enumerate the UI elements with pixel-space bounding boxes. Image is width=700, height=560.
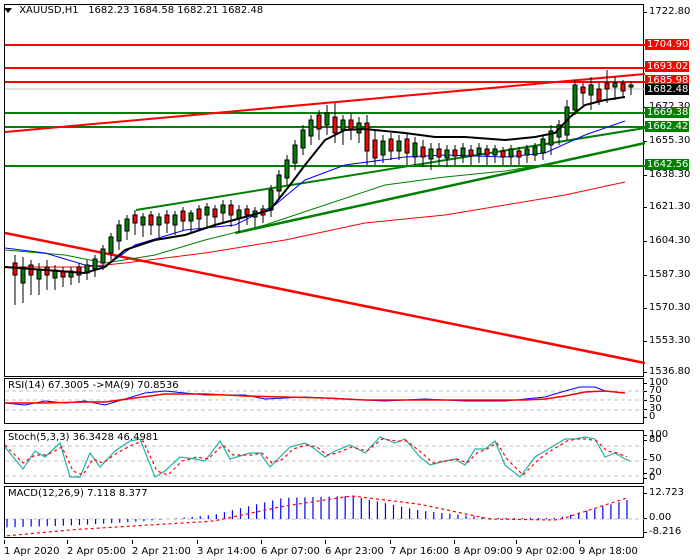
symbol-header: XAUUSD,H1 1682.23 1684.58 1682.21 1682.4… [4,5,263,16]
time-tick: 2 Apr 05:00 [67,540,126,557]
time-tick: 6 Apr 07:00 [261,540,320,557]
stochastic-pane[interactable]: Stoch(5,3,3) 36.3428 46.4981 [4,430,645,484]
time-tick: 6 Apr 23:00 [325,540,384,557]
dropdown-triangle-icon[interactable] [4,7,12,13]
macd-tick: 12.723 [644,487,684,498]
rsi-tick: 50 [644,394,662,405]
price-tick: 1655.30 [643,135,691,146]
ohlc-values: 1682.23 1684.58 1682.21 1682.48 [88,5,264,16]
support-label: 1642.56 [645,159,689,170]
rsi-axis: 100 70 50 30 0 [643,377,700,424]
macd-label: MACD(12,26,9) 7.118 8.377 [8,488,148,499]
resistance-label: 1685.98 [645,75,689,86]
macd-pane[interactable]: MACD(12,26,9) 7.118 8.377 [4,486,645,538]
resistance-label: 1693.02 [645,61,689,72]
macd-tick: 0.00 [643,512,672,523]
macd-axis: 12.723 0.00 -8.216 [643,486,700,538]
rsi-tick: 0 [643,411,656,422]
price-tick: 1638.30 [643,169,691,180]
time-tick: 7 Apr 16:00 [390,540,449,557]
price-tick: 1536.80 [643,366,691,377]
last-price-label: 1682.48 [645,84,689,95]
stoch-label: Stoch(5,3,3) 36.3428 46.4981 [8,432,159,443]
price-chart-pane[interactable] [4,4,645,377]
price-tick: 1621.30 [643,201,691,212]
time-tick: 3 Apr 14:00 [197,540,256,557]
time-tick: 9 Apr 02:00 [516,540,575,557]
resistance-label: 1704.90 [645,39,689,50]
rsi-tick: 70 [644,385,662,396]
price-axis: 1722.80 1672.30 1655.30 1638.30 1621.30 … [643,4,700,377]
stoch-tick: 20 [644,467,662,478]
stoch-tick: 80 [644,434,662,445]
rsi-pane[interactable]: RSI(14) 67.3005 ->MA(9) 70.8536 [4,378,645,424]
price-tick: 1587.30 [643,269,691,280]
rsi-plot [5,386,645,411]
price-chart-plot [5,44,645,365]
time-tick: 1 Apr 2020 [4,540,60,557]
price-tick: 1722.80 [643,6,691,17]
stoch-axis: 100 80 50 20 0 [643,429,700,484]
stoch-plot [5,436,645,478]
support-label: 1669.38 [645,107,689,118]
rsi-tick: 30 [644,403,662,414]
time-tick: 8 Apr 09:00 [454,540,513,557]
price-tick: 1570.30 [643,302,691,313]
stoch-tick: 50 [644,453,662,464]
rsi-label: RSI(14) 67.3005 ->MA(9) 70.8536 [8,380,179,391]
price-tick: 1553.30 [643,335,691,346]
time-axis: 1 Apr 2020 2 Apr 05:00 2 Apr 21:00 3 Apr… [4,540,644,560]
candles [12,70,634,305]
stoch-tick: 0 [643,472,656,483]
price-tick: 1604.30 [643,235,691,246]
stoch-tick: 100 [643,429,669,440]
support-label: 1662.42 [645,121,689,132]
macd-tick: -8.216 [643,526,682,537]
symbol-name: XAUUSD,H1 [19,5,79,16]
rsi-tick: 100 [643,377,669,388]
time-tick: 2 Apr 21:00 [132,540,191,557]
time-tick: 9 Apr 18:00 [579,540,638,557]
macd-plot [5,495,645,537]
